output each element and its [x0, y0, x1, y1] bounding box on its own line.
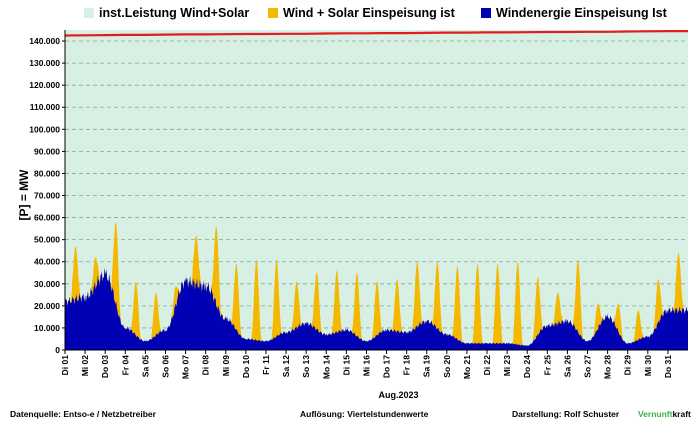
x-axis-label: Aug.2023 [378, 390, 418, 400]
y-tick-label: 60.000 [34, 213, 60, 223]
x-tick-label: Do 17 [382, 355, 392, 378]
series-line-installed [64, 30, 688, 37]
x-tick-label: Sa 26 [562, 355, 572, 377]
x-tick-label: Sa 05 [140, 355, 150, 377]
x-tick-label: Di 15 [341, 355, 351, 376]
y-tick-label: 0 [55, 345, 60, 355]
y-tick-label: 50.000 [34, 235, 60, 245]
legend-label-installed: inst.Leistung Wind+Solar [99, 6, 250, 20]
x-tick-label: Do 03 [100, 355, 110, 378]
legend-item-wind-solar: Wind + Solar Einspeisung ist [268, 6, 455, 20]
legend-label-wind: Windenergie Einspeisung Ist [496, 6, 667, 20]
x-tick-label: Di 29 [623, 355, 633, 376]
x-tick-label: Do 10 [241, 355, 251, 378]
x-tick-label: Di 08 [201, 355, 211, 376]
brand-name-a: Vernunft [637, 409, 673, 419]
brand-name-b: kraft [672, 409, 691, 419]
x-tick-label: Di 22 [482, 355, 492, 376]
y-tick-label: 30.000 [34, 279, 60, 289]
footer-credit-text: Darstellung: Rolf Schuster [512, 409, 620, 419]
y-tick-label: 120.000 [29, 80, 60, 90]
y-tick-label: 130.000 [29, 58, 60, 68]
x-tick-label: Fr 18 [402, 355, 412, 376]
y-tick-label: 70.000 [34, 191, 60, 201]
footer-credit: Darstellung: Rolf Schuster Vernunftkraft [512, 409, 691, 419]
x-tick-label: Mi 02 [80, 355, 90, 377]
x-tick-label: Do 31 [663, 355, 673, 378]
legend-item-wind: Windenergie Einspeisung Ist [481, 6, 667, 20]
x-tick-label: Mi 30 [643, 355, 653, 377]
y-tick-label: 20.000 [34, 301, 60, 311]
x-tick-label: Fr 04 [120, 355, 130, 376]
x-tick-label: Mo 28 [603, 355, 613, 379]
footer-resolution: Auflösung: Viertelstundenwerte [300, 409, 429, 419]
x-tick-label: Sa 12 [281, 355, 291, 377]
y-tick-label: 40.000 [34, 257, 60, 267]
legend-label-wind-solar: Wind + Solar Einspeisung ist [283, 6, 455, 20]
y-tick-label: 110.000 [30, 102, 61, 112]
x-tick-label: Mo 07 [181, 355, 191, 379]
x-tick-label: So 20 [442, 355, 452, 378]
y-tick-label: 10.000 [34, 323, 60, 333]
legend-swatch-wind-solar [268, 8, 278, 18]
x-tick-label: So 27 [583, 355, 593, 378]
x-tick-label: Mo 14 [321, 355, 331, 379]
x-tick-label: Fr 25 [542, 355, 552, 376]
x-tick-label: So 06 [160, 355, 170, 378]
x-tick-label: Fr 11 [261, 355, 271, 375]
y-tick-label: 90.000 [34, 146, 60, 156]
series-area-wind [65, 268, 688, 350]
x-tick-label: Di 01 [60, 355, 70, 376]
legend: inst.Leistung Wind+Solar Wind + Solar Ei… [0, 4, 694, 24]
x-tick-label: Mo 21 [462, 355, 472, 379]
footer-source: Datenquelle: Entso-e / Netzbetreiber [10, 409, 156, 419]
x-tick-label: Mi 16 [361, 355, 371, 377]
x-tick-label: So 13 [301, 355, 311, 378]
x-tick-label: Mi 23 [502, 355, 512, 377]
y-tick-label: 140.000 [29, 36, 60, 46]
y-tick-label: 100.000 [29, 124, 60, 134]
x-tick-label: Sa 19 [422, 355, 432, 377]
legend-swatch-installed [84, 8, 94, 18]
legend-swatch-wind [481, 8, 491, 18]
x-tick-label: Do 24 [522, 355, 532, 378]
x-tick-label: Mi 09 [221, 355, 231, 377]
y-tick-label: 80.000 [34, 168, 60, 178]
legend-item-installed: inst.Leistung Wind+Solar [84, 6, 249, 20]
